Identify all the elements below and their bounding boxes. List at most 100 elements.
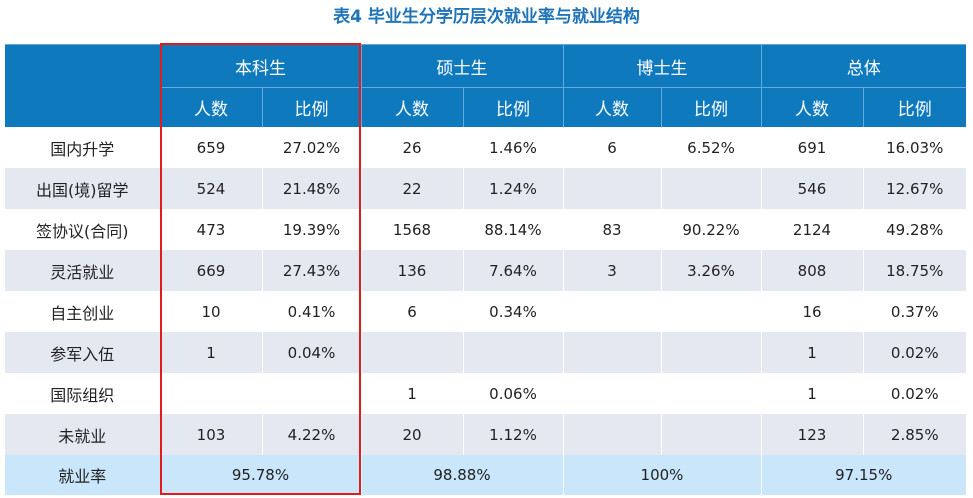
cell: 524	[159, 168, 262, 209]
cell	[562, 291, 661, 332]
table-row: 灵活就业 669 27.43% 136 7.64% 3 3.26% 808 18…	[5, 250, 966, 291]
cell: 12.67%	[862, 168, 966, 209]
cell: 1.46%	[462, 127, 563, 168]
cell: 1.24%	[462, 168, 563, 209]
row-label: 签协议(合同)	[5, 209, 160, 250]
cell: 1	[159, 332, 262, 373]
group-header-row: 本科生 硕士生 博士生 总体	[5, 44, 966, 127]
cell: 19.39%	[261, 209, 361, 250]
cell: 16.03%	[862, 127, 966, 168]
cell	[159, 373, 262, 414]
cell: 16	[760, 291, 863, 332]
rate-doctor: 100%	[562, 455, 761, 495]
cell: 103	[159, 414, 262, 455]
table-row: 签协议(合同) 473 19.39% 1568 88.14% 83 90.22%…	[5, 209, 966, 250]
cell: 4.22%	[261, 414, 361, 455]
cell: 2124	[760, 209, 863, 250]
table-title: 表4 毕业生分学历层次就业率与就业结构	[333, 7, 640, 27]
row-label: 国内升学	[5, 127, 160, 168]
table-row: 参军入伍 1 0.04% 1 0.02%	[5, 332, 966, 373]
subheader-ratio: 比例	[660, 87, 761, 127]
cell	[660, 332, 761, 373]
sub-header-row: 人数 比例 人数 比例 人数 比例 人数 比例	[5, 87, 966, 127]
cell: 0.34%	[462, 291, 563, 332]
header-doctor: 博士生	[562, 44, 761, 88]
cell	[562, 332, 661, 373]
table-row: 国内升学 659 27.02% 26 1.46% 6 6.52% 691 16.…	[5, 127, 966, 168]
header-undergrad: 本科生	[159, 44, 361, 88]
cell	[562, 414, 661, 455]
subheader-ratio: 比例	[862, 87, 966, 127]
cell: 3.26%	[660, 250, 761, 291]
cell: 473	[159, 209, 262, 250]
cell: 1	[360, 373, 463, 414]
cell: 27.43%	[261, 250, 361, 291]
cell	[660, 373, 761, 414]
cell	[261, 373, 361, 414]
header-total: 总体	[760, 44, 966, 88]
cell	[360, 332, 463, 373]
rate-undergrad: 95.78%	[159, 455, 361, 495]
cell: 18.75%	[862, 250, 966, 291]
rate-label: 就业率	[5, 455, 160, 495]
cell: 10	[159, 291, 262, 332]
cell: 0.02%	[862, 332, 966, 373]
cell: 21.48%	[261, 168, 361, 209]
cell: 123	[760, 414, 863, 455]
cell	[660, 168, 761, 209]
cell: 6	[562, 127, 661, 168]
subheader-ratio: 比例	[261, 87, 361, 127]
cell: 0.41%	[261, 291, 361, 332]
cell: 27.02%	[261, 127, 361, 168]
cell: 2.85%	[862, 414, 966, 455]
cell: 26	[360, 127, 463, 168]
table-row: 自主创业 10 0.41% 6 0.34% 16 0.37%	[5, 291, 966, 332]
cell: 83	[562, 209, 661, 250]
cell: 0.02%	[862, 373, 966, 414]
cell: 22	[360, 168, 463, 209]
cell: 20	[360, 414, 463, 455]
subheader-count: 人数	[360, 87, 463, 127]
cell: 1568	[360, 209, 463, 250]
row-label: 灵活就业	[5, 250, 160, 291]
employment-rate-row: 就业率 95.78% 98.88% 100% 97.15%	[5, 455, 966, 495]
cell: 1	[760, 332, 863, 373]
rate-total: 97.15%	[760, 455, 966, 495]
subheader-count: 人数	[760, 87, 863, 127]
cell: 88.14%	[462, 209, 563, 250]
row-label: 国际组织	[5, 373, 160, 414]
cell	[660, 414, 761, 455]
cell: 136	[360, 250, 463, 291]
cell: 49.28%	[862, 209, 966, 250]
cell	[562, 373, 661, 414]
cell: 7.64%	[462, 250, 563, 291]
cell: 3	[562, 250, 661, 291]
cell: 691	[760, 127, 863, 168]
cell	[462, 332, 563, 373]
row-label: 自主创业	[5, 291, 160, 332]
cell: 659	[159, 127, 262, 168]
employment-table: 本科生 硕士生 博士生 总体 人数 比例 人数 比例 人数 比例 人数 比例 国…	[5, 44, 966, 495]
row-label: 未就业	[5, 414, 160, 455]
rate-master: 98.88%	[360, 455, 563, 495]
cell: 1	[760, 373, 863, 414]
cell	[660, 291, 761, 332]
row-label: 出国(境)留学	[5, 168, 160, 209]
cell: 808	[760, 250, 863, 291]
cell: 90.22%	[660, 209, 761, 250]
table-row: 未就业 103 4.22% 20 1.12% 123 2.85%	[5, 414, 966, 455]
table-row: 出国(境)留学 524 21.48% 22 1.24% 546 12.67%	[5, 168, 966, 209]
cell: 1.12%	[462, 414, 563, 455]
subheader-count: 人数	[562, 87, 661, 127]
header-master: 硕士生	[360, 44, 563, 88]
cell	[562, 168, 661, 209]
cell: 0.04%	[261, 332, 361, 373]
cell: 6	[360, 291, 463, 332]
cell: 0.37%	[862, 291, 966, 332]
row-label: 参军入伍	[5, 332, 160, 373]
subheader-ratio: 比例	[462, 87, 563, 127]
header-corner	[5, 44, 160, 127]
table-row: 国际组织 1 0.06% 1 0.02%	[5, 373, 966, 414]
cell: 0.06%	[462, 373, 563, 414]
subheader-count: 人数	[159, 87, 262, 127]
